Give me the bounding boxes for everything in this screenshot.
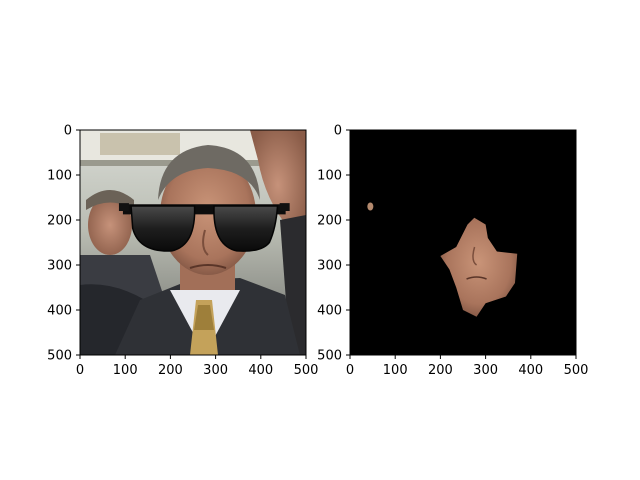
left-xtick-label: 200: [158, 363, 183, 378]
masked-image: [350, 130, 576, 355]
right-xtick-label: 200: [428, 363, 453, 378]
left-xtick-label: 0: [76, 363, 84, 378]
left-xtick-label: 500: [294, 363, 319, 378]
left-ytick-label: 400: [47, 304, 72, 319]
left-ytick-label: 100: [47, 169, 72, 184]
left-temple: [118, 203, 129, 211]
right-ytick-label: 0: [334, 124, 342, 139]
right-ytick-label: 100: [317, 169, 342, 184]
right-xtick-label: 100: [383, 363, 408, 378]
right-ytick-label: 500: [317, 349, 342, 364]
left-xtick-label: 100: [113, 363, 138, 378]
left-xtick-label: 300: [203, 363, 228, 378]
face-region: [440, 217, 518, 317]
face-nose: [472, 246, 478, 266]
face-region-fill: [440, 217, 518, 317]
sunglasses-overlay: [118, 203, 290, 252]
left-ytick-label: 300: [47, 259, 72, 274]
left-image-panel: 0 100 200 300 400 500 0 100 200 300 400 500: [47, 124, 318, 379]
right-ytick-label: 400: [317, 304, 342, 319]
right-xtick-label: 500: [564, 363, 589, 378]
skin-patch: [367, 202, 374, 211]
skin-patch-dot: [367, 202, 374, 211]
right-ytick-label: 300: [317, 259, 342, 274]
right-lens: [213, 205, 279, 252]
right-xtick-label: 400: [518, 363, 543, 378]
right-temple: [279, 203, 290, 211]
left-ytick-label: 500: [47, 349, 72, 364]
face-mouth: [466, 276, 487, 280]
right-xtick-label: 0: [346, 363, 354, 378]
left-ytick-label: 200: [47, 214, 72, 229]
left-lens: [130, 205, 196, 252]
right-ytick-label: 200: [317, 214, 342, 229]
left-ytick-label: 0: [64, 124, 72, 139]
left-xtick-label: 400: [248, 363, 273, 378]
right-xtick-label: 300: [473, 363, 498, 378]
right-image-panel: 0 100 200 300 400 500 0 100 200 300 400 500: [317, 124, 588, 379]
photo-image: [80, 130, 306, 355]
